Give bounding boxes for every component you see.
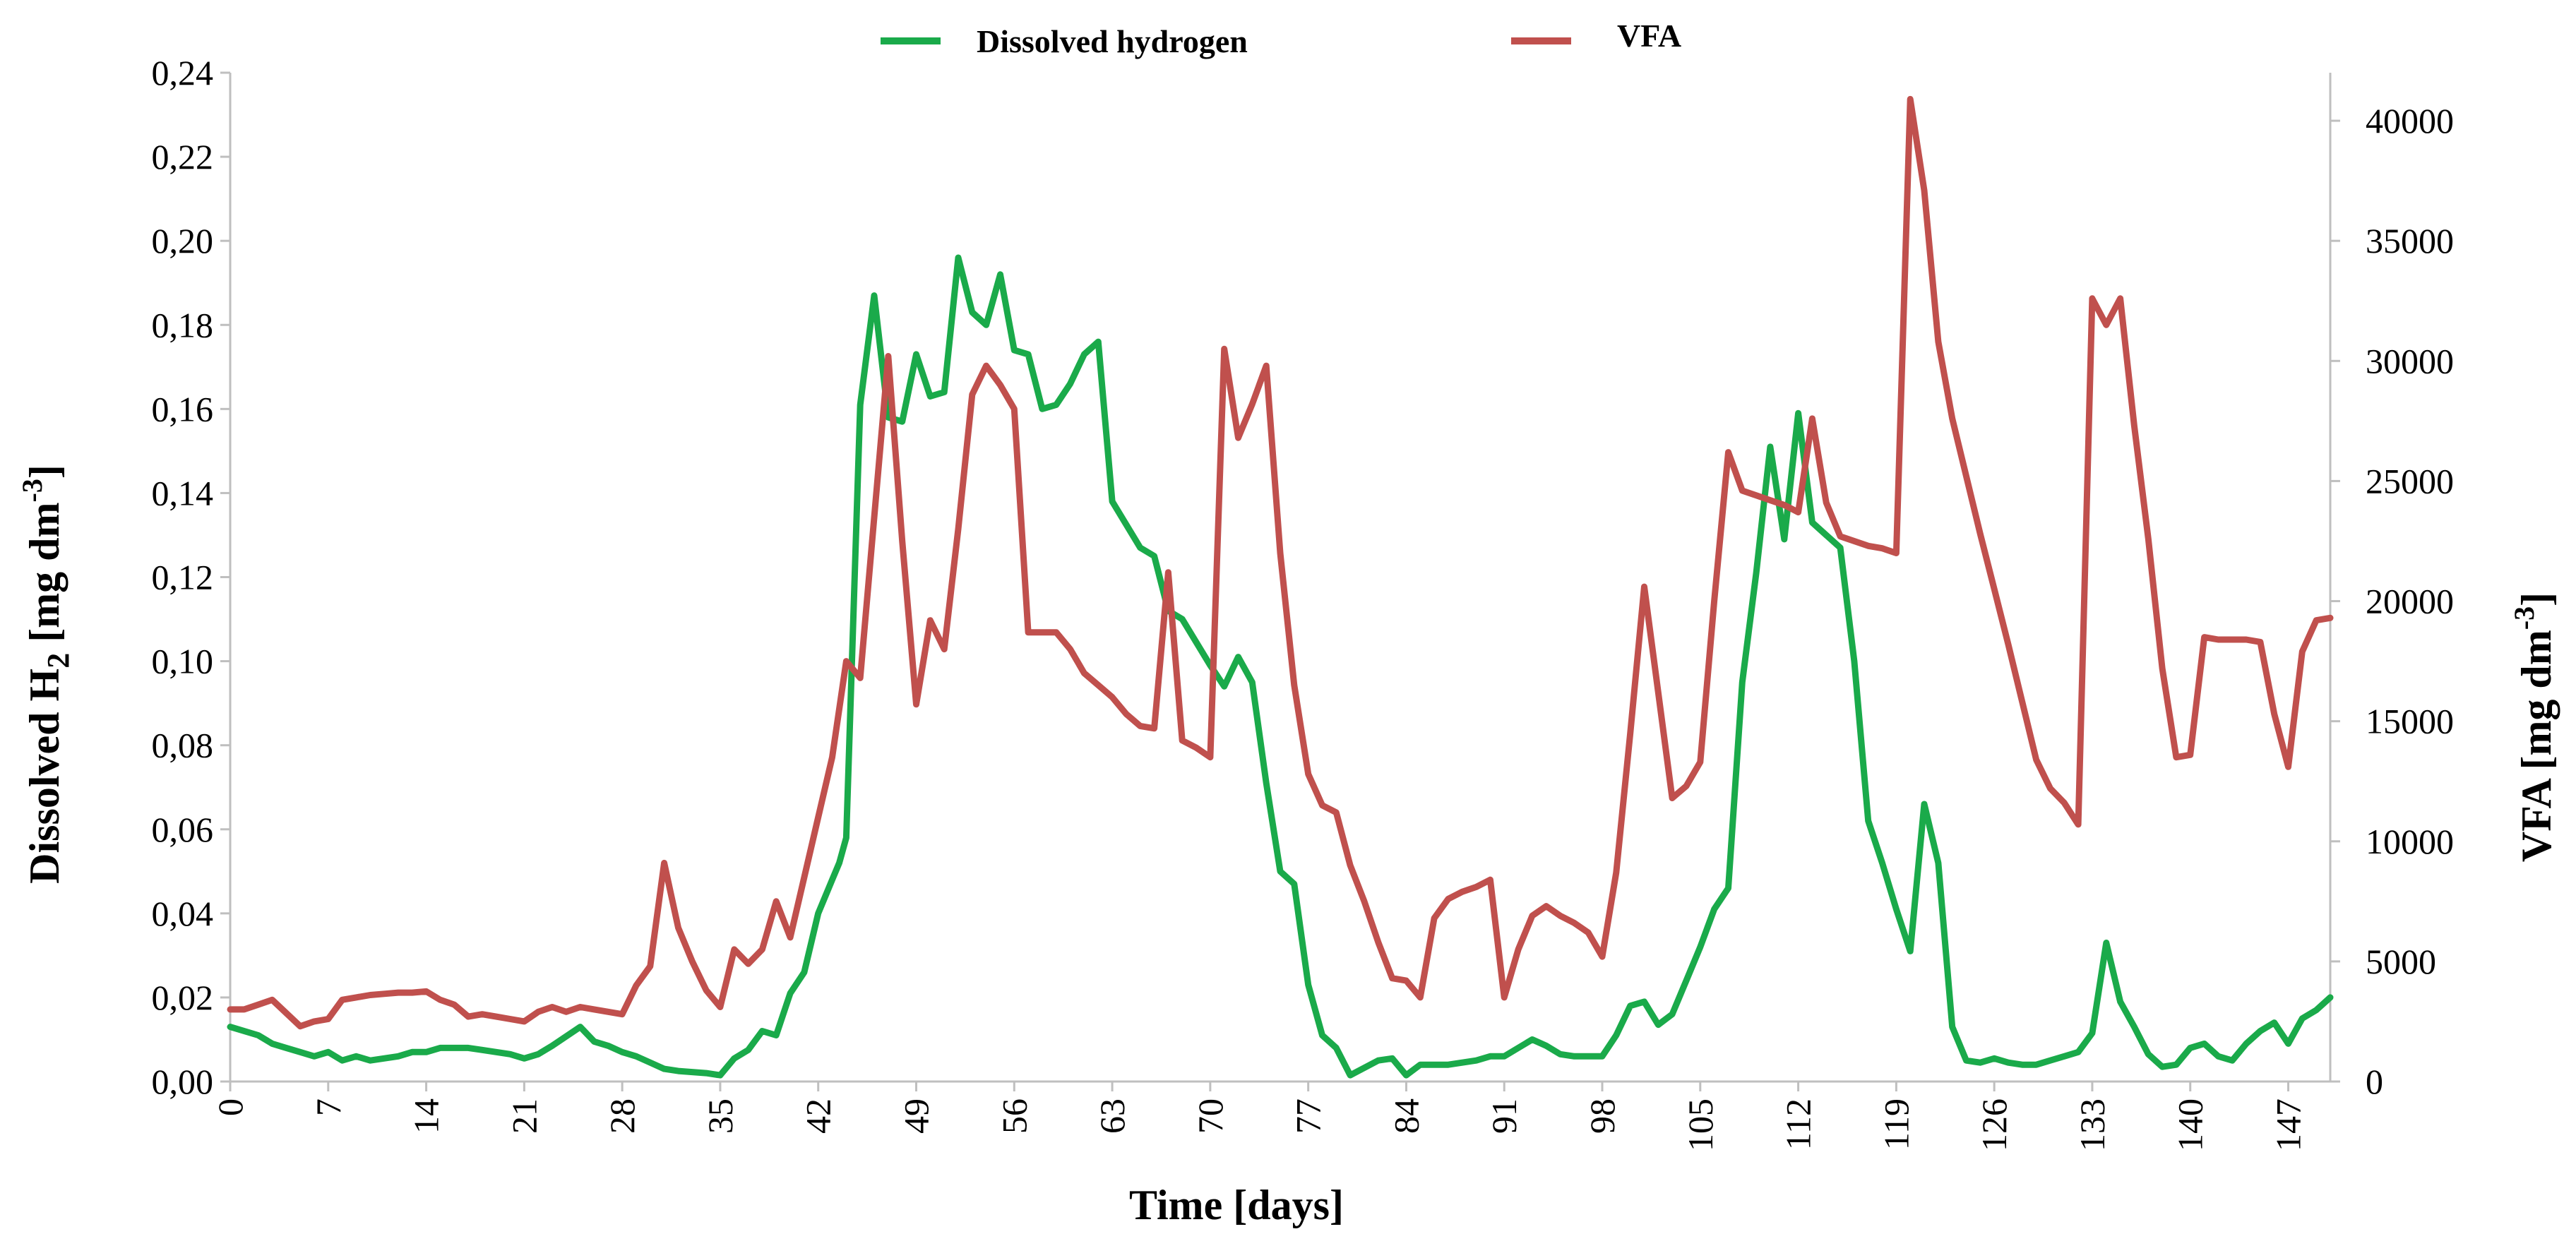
x-tick-label: 133 xyxy=(2073,1098,2112,1151)
x-axis-title: Time [days] xyxy=(1129,1182,1344,1228)
y-left-title-sub: 2 xyxy=(41,653,76,669)
x-tick-label: 119 xyxy=(1876,1098,1916,1150)
y-left-tick-label: 0,08 xyxy=(152,726,214,765)
y-left-tick-label: 0,02 xyxy=(152,978,214,1017)
x-tick-label: 21 xyxy=(504,1098,544,1134)
ticks: 0,00 0,02 0,04 0,06 0,08 0,10 0,12 0,14 0,16 0,18… xyxy=(152,53,2455,1151)
x-tick-label: 63 xyxy=(1092,1098,1132,1134)
y-left-title-main: Dissolved H xyxy=(21,669,68,884)
y-left-title-close: ] xyxy=(21,465,68,479)
y-right-tick-label: 20000 xyxy=(2366,582,2454,621)
x-tick-label: 70 xyxy=(1191,1098,1230,1134)
y-left-title-sup: -3 xyxy=(16,479,48,502)
y-left-tick-label: 0,12 xyxy=(152,558,214,597)
x-tick-label: 0 xyxy=(210,1098,250,1116)
series-group xyxy=(227,95,2334,1079)
series-line-vfa xyxy=(227,95,2334,1030)
y-left-axis-title: Dissolved H2 [mg dm-3] xyxy=(16,465,76,884)
x-tick-label: 42 xyxy=(799,1098,838,1134)
x-tick-label: 56 xyxy=(994,1098,1034,1134)
x-tick-label: 84 xyxy=(1386,1098,1426,1134)
y-right-tick-label: 25000 xyxy=(2366,461,2454,501)
legend-label-vfa: VFA xyxy=(1617,18,1681,54)
y-right-tick-label: 10000 xyxy=(2366,822,2454,861)
x-tick-label: 98 xyxy=(1582,1098,1622,1134)
y-right-axis-title: VFA [mg dm-3] xyxy=(2508,592,2560,862)
x-tick-label: 91 xyxy=(1484,1098,1524,1134)
y-right-tick-label: 0 xyxy=(2366,1062,2383,1101)
y-left-title-unit: [mg dm xyxy=(21,502,68,652)
y-left-tick-label: 0,20 xyxy=(152,221,214,260)
y-right-tick-label: 35000 xyxy=(2366,221,2454,260)
x-tick-label: 35 xyxy=(700,1098,740,1134)
y-right-title-main: VFA [mg dm xyxy=(2513,630,2560,862)
y-right-tick-label: 40000 xyxy=(2366,101,2454,140)
y-right-tick-label: 30000 xyxy=(2366,341,2454,381)
x-tick-label: 28 xyxy=(602,1098,642,1134)
y-left-tick-label: 0,22 xyxy=(152,137,214,176)
legend-label-hydrogen: Dissolved hydrogen xyxy=(977,23,1248,59)
y-left-tick-label: 0,10 xyxy=(152,642,214,681)
y-right-tick-label: 5000 xyxy=(2366,942,2436,981)
y-right-tick-label: 15000 xyxy=(2366,702,2454,741)
y-left-tick-label: 0,00 xyxy=(152,1062,214,1101)
y-left-tick-label: 0,14 xyxy=(152,473,214,513)
x-tick-label: 112 xyxy=(1779,1098,1818,1150)
x-tick-label: 49 xyxy=(897,1098,936,1134)
y-left-tick-label: 0,16 xyxy=(152,389,214,429)
y-left-tick-label: 0,06 xyxy=(152,810,214,849)
y-left-tick-label: 0,04 xyxy=(152,894,214,933)
x-tick-label: 14 xyxy=(407,1098,446,1134)
x-tick-label: 126 xyxy=(1974,1098,2014,1151)
y-left-tick-label: 0,18 xyxy=(152,305,214,345)
x-tick-label: 7 xyxy=(309,1098,348,1116)
x-tick-label: 140 xyxy=(2171,1098,2210,1151)
y-left-tick-label: 0,24 xyxy=(152,53,214,92)
x-tick-label: 147 xyxy=(2269,1098,2308,1151)
legend: Dissolved hydrogen VFA xyxy=(881,18,1681,59)
y-right-title-sup: -3 xyxy=(2508,606,2540,630)
x-tick-label: 77 xyxy=(1289,1098,1328,1134)
y-right-title-close: ] xyxy=(2513,592,2560,606)
x-tick-label: 105 xyxy=(1681,1098,1720,1151)
series-line-dissolved-hydrogen xyxy=(227,254,2334,1079)
